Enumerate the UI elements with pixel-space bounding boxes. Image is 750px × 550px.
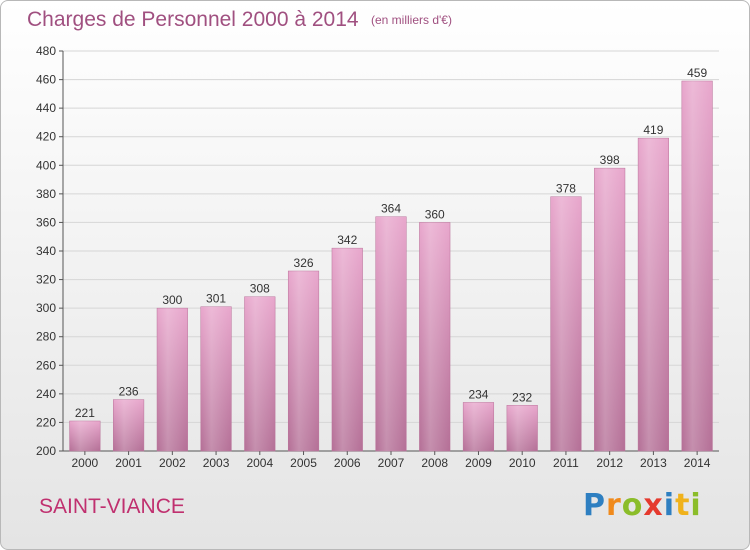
bar: [681, 80, 713, 452]
bar-value-label: 326: [294, 256, 314, 270]
bar-value-label: 308: [250, 282, 270, 296]
y-tick-label: 400: [36, 158, 56, 172]
bar: [419, 222, 451, 452]
bar-value-label: 300: [162, 293, 182, 307]
bar: [331, 247, 363, 452]
bar: [462, 402, 495, 452]
logo-letter: i: [690, 488, 702, 523]
x-tick-label: 2011: [553, 456, 579, 470]
bars: 221 236 300 301 308 326 342 364 360 234 232 378 398 4…: [69, 66, 713, 452]
y-tick-label: 220: [36, 415, 56, 429]
bar: [550, 196, 582, 452]
y-tick-label: 340: [36, 244, 56, 258]
y-tick-label: 280: [36, 330, 56, 344]
logo-letter: t: [675, 488, 691, 523]
y-tick-label: 240: [36, 387, 56, 401]
y-tick-label: 320: [36, 273, 56, 287]
y-tick-label: 380: [36, 187, 56, 201]
bar-value-label: 236: [119, 385, 139, 399]
logo-letter: o: [621, 488, 644, 523]
bar-value-label: 364: [381, 202, 401, 216]
logo-letter: x: [643, 488, 664, 523]
bar-value-label: 378: [556, 182, 576, 196]
bar-value-label: 232: [512, 390, 532, 404]
bar: [637, 137, 669, 452]
chart-subtitle: (en milliers d'€): [371, 13, 452, 27]
x-tick-label: 2013: [640, 456, 667, 470]
y-tick-label: 480: [36, 44, 56, 58]
proxiti-logo: Proxiti: [583, 488, 702, 523]
y-tick-label: 460: [36, 73, 56, 87]
bar-value-label: 419: [643, 123, 663, 137]
bar: [287, 270, 320, 452]
logo-letter: P: [583, 488, 606, 523]
bar-value-label: 360: [425, 207, 445, 221]
bar: [69, 420, 101, 452]
bar-value-label: 342: [337, 233, 357, 247]
logo-letter: r: [606, 488, 622, 523]
y-tick-label: 300: [36, 301, 56, 315]
x-tick-label: 2014: [684, 456, 711, 470]
y-tick-label: 420: [36, 130, 56, 144]
bar-value-label: 398: [600, 153, 620, 167]
x-tick-label: 2012: [596, 456, 623, 470]
commune-name: SAINT-VIANCE: [39, 495, 185, 518]
bar: [506, 405, 538, 452]
y-tick-label: 440: [36, 101, 56, 115]
x-tick-label: 2004: [246, 456, 273, 470]
bar-value-label: 234: [468, 387, 488, 401]
bar: [594, 167, 626, 452]
bar: [375, 216, 407, 452]
bar: [156, 307, 188, 452]
x-tick-label: 2005: [290, 456, 317, 470]
bar: [113, 399, 145, 452]
x-tick-label: 2008: [421, 456, 448, 470]
x-tick-label: 2002: [159, 456, 186, 470]
bar-value-label: 221: [75, 406, 95, 420]
x-tick-label: 2009: [465, 456, 492, 470]
x-tick-label: 2010: [509, 456, 536, 470]
x-tick-label: 2007: [378, 456, 405, 470]
bar: [244, 296, 276, 452]
bar-value-label: 301: [206, 292, 226, 306]
bar: [200, 306, 232, 452]
bar-value-label: 459: [687, 66, 707, 80]
x-tick-label: 2001: [115, 456, 142, 470]
logo-letter: i: [663, 488, 676, 523]
chart-title: Charges de Personnel 2000 à 2014: [27, 8, 359, 31]
x-tick-label: 2000: [72, 456, 99, 470]
x-tick-label: 2003: [203, 456, 230, 470]
y-tick-label: 260: [36, 358, 56, 372]
x-tick-label: 2006: [334, 456, 361, 470]
y-tick-label: 200: [36, 444, 56, 458]
y-tick-label: 360: [36, 215, 56, 229]
